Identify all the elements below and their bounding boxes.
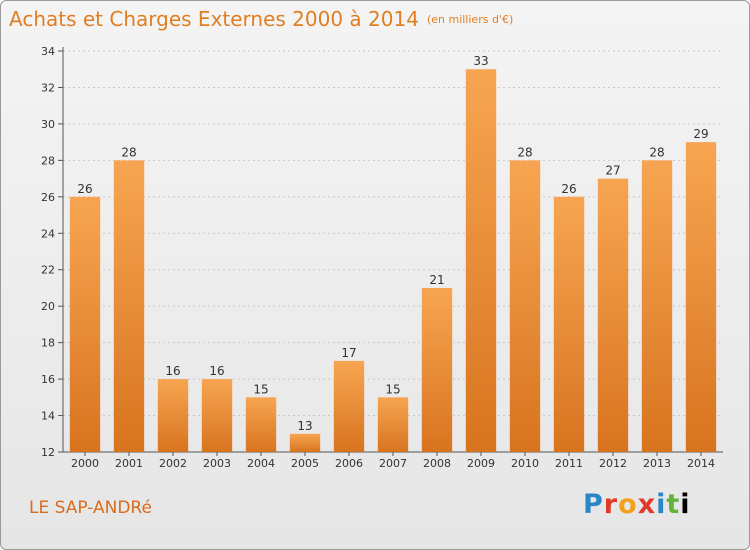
x-tick-label: 2007 [379,457,407,470]
chart-title: Achats et Charges Externes 2000 à 2014 (e… [9,7,513,31]
y-tick-label: 20 [41,300,55,313]
proxiti-logo: Proxiti [583,489,691,520]
chart-title-text: Achats et Charges Externes 2000 à 2014 [9,7,419,31]
logo-letter-o: o [618,489,638,520]
bar [641,160,673,452]
logo-letter-i-2: i [680,489,691,520]
x-tick-label: 2014 [687,457,715,470]
x-tick-label: 2004 [247,457,275,470]
bar [333,360,365,452]
bar [69,196,101,452]
bar [465,69,497,453]
bar [157,379,189,452]
x-tick-label: 2005 [291,457,319,470]
logo-letter-i: i [656,489,667,520]
bar-value-label: 13 [297,419,312,433]
bar-value-label: 16 [209,364,224,378]
y-tick-label: 34 [41,45,55,58]
x-tick-label: 2006 [335,457,363,470]
y-tick-label: 18 [41,337,55,350]
x-tick-label: 2011 [555,457,583,470]
y-tick-label: 14 [41,410,55,423]
x-tick-label: 2008 [423,457,451,470]
bar-value-label: 26 [77,182,92,196]
bar [509,160,541,452]
bar [289,433,321,452]
bar-value-label: 28 [121,145,136,159]
bar [245,397,277,452]
logo-letter-t: t [666,489,681,520]
y-tick-label: 16 [41,373,55,386]
bar [553,196,585,452]
x-tick-label: 2009 [467,457,495,470]
x-tick-label: 2002 [159,457,187,470]
bar-value-label: 27 [605,164,620,178]
logo-letter-r: r [603,489,619,520]
bar-value-label: 28 [649,145,664,159]
y-tick-label: 28 [41,154,55,167]
bar-value-label: 29 [693,127,708,141]
x-tick-label: 2001 [115,457,143,470]
bar-value-label: 28 [517,145,532,159]
logo-letter-x: x [637,489,657,520]
y-tick-label: 26 [41,191,55,204]
bar-value-label: 15 [385,382,400,396]
y-tick-label: 32 [41,81,55,94]
bar [597,178,629,452]
y-tick-label: 24 [41,227,55,240]
chart-unit: (en milliers d'€) [426,13,514,26]
bar [685,142,717,453]
bar-value-label: 16 [165,364,180,378]
bar [421,287,453,452]
bar [201,379,233,452]
bar-value-label: 33 [473,54,488,68]
bar [113,160,145,452]
bar-value-label: 26 [561,182,576,196]
x-tick-label: 2003 [203,457,231,470]
x-tick-label: 2013 [643,457,671,470]
x-tick-label: 2000 [71,457,99,470]
bar-value-label: 21 [429,273,444,287]
y-tick-label: 22 [41,264,55,277]
x-tick-label: 2012 [599,457,627,470]
bar [377,397,409,452]
bar-value-label: 17 [341,346,356,360]
y-tick-label: 12 [41,446,55,459]
x-tick-label: 2010 [511,457,539,470]
logo-letter-p: P [583,489,604,520]
y-tick-label: 30 [41,118,55,131]
bar-value-label: 15 [253,382,268,396]
commune-name: LE SAP-ANDRé [29,498,152,518]
